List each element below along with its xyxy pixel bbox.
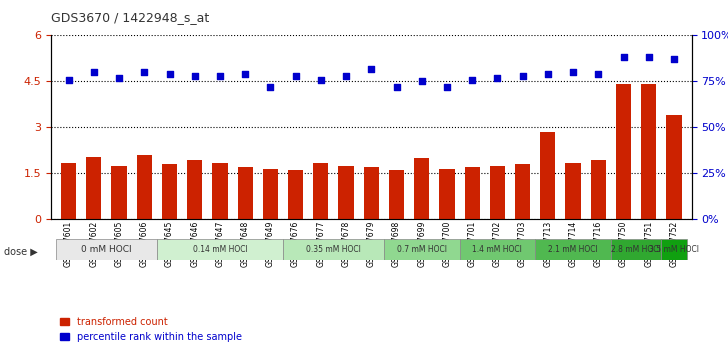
Point (240, 71, 251, 77)
Point (63, 77, 74, 82)
Point (441, 84, 453, 90)
Bar (540, 132, 555, 219)
Point (668, 57, 680, 62)
Text: 0.14 mM HOCl: 0.14 mM HOCl (193, 245, 248, 254)
Bar (339, 166, 354, 219)
Point (491, 75, 503, 81)
Point (138, 69, 150, 75)
Text: 0.7 mM HOCl: 0.7 mM HOCl (397, 245, 447, 254)
Point (88, 69, 100, 75)
FancyBboxPatch shape (459, 239, 535, 260)
Bar (111, 166, 127, 219)
Bar (137, 155, 152, 219)
Bar (641, 85, 656, 219)
Bar (440, 169, 454, 219)
Bar (590, 160, 606, 219)
Text: 2.1 mM HOCl: 2.1 mM HOCl (548, 245, 598, 254)
Bar (162, 164, 177, 219)
Point (340, 73, 352, 79)
Text: dose ▶: dose ▶ (4, 246, 37, 256)
Point (593, 71, 604, 77)
Point (542, 71, 554, 77)
Bar (464, 167, 480, 219)
Text: 0 mM HOCl: 0 mM HOCl (81, 245, 132, 254)
Point (315, 77, 327, 82)
FancyBboxPatch shape (384, 239, 459, 260)
FancyBboxPatch shape (535, 239, 611, 260)
Bar (414, 158, 430, 219)
Point (365, 66, 377, 72)
FancyBboxPatch shape (56, 239, 157, 260)
Point (617, 55, 629, 60)
Point (416, 79, 427, 84)
Text: 3.5 mM HOCl: 3.5 mM HOCl (649, 245, 699, 254)
FancyBboxPatch shape (283, 239, 384, 260)
Point (391, 84, 403, 90)
Text: 2.8 mM HOCl: 2.8 mM HOCl (612, 245, 661, 254)
Point (567, 69, 579, 75)
Point (189, 73, 200, 79)
Bar (566, 163, 581, 219)
Text: 1.4 mM HOCl: 1.4 mM HOCl (472, 245, 522, 254)
Text: 0.35 mM HOCl: 0.35 mM HOCl (306, 245, 361, 254)
Bar (61, 163, 76, 219)
Bar (313, 163, 328, 219)
Point (517, 73, 529, 79)
Legend: transformed count, percentile rank within the sample: transformed count, percentile rank withi… (56, 313, 246, 346)
FancyBboxPatch shape (611, 239, 661, 260)
Point (643, 55, 654, 60)
Text: GDS3670 / 1422948_s_at: GDS3670 / 1422948_s_at (51, 11, 209, 24)
Point (264, 84, 276, 90)
FancyBboxPatch shape (157, 239, 283, 260)
Bar (87, 156, 101, 219)
FancyBboxPatch shape (661, 239, 687, 260)
Point (214, 73, 226, 79)
Point (114, 75, 125, 81)
Bar (187, 160, 202, 219)
Bar (389, 170, 404, 219)
Point (164, 71, 175, 77)
Bar (237, 167, 253, 219)
Bar (666, 115, 681, 219)
Bar (288, 170, 303, 219)
Bar (616, 85, 631, 219)
Bar (364, 167, 379, 219)
Bar (515, 164, 530, 219)
Point (467, 77, 478, 82)
Bar (213, 163, 228, 219)
Bar (490, 166, 505, 219)
Point (290, 73, 301, 79)
Bar (263, 169, 278, 219)
